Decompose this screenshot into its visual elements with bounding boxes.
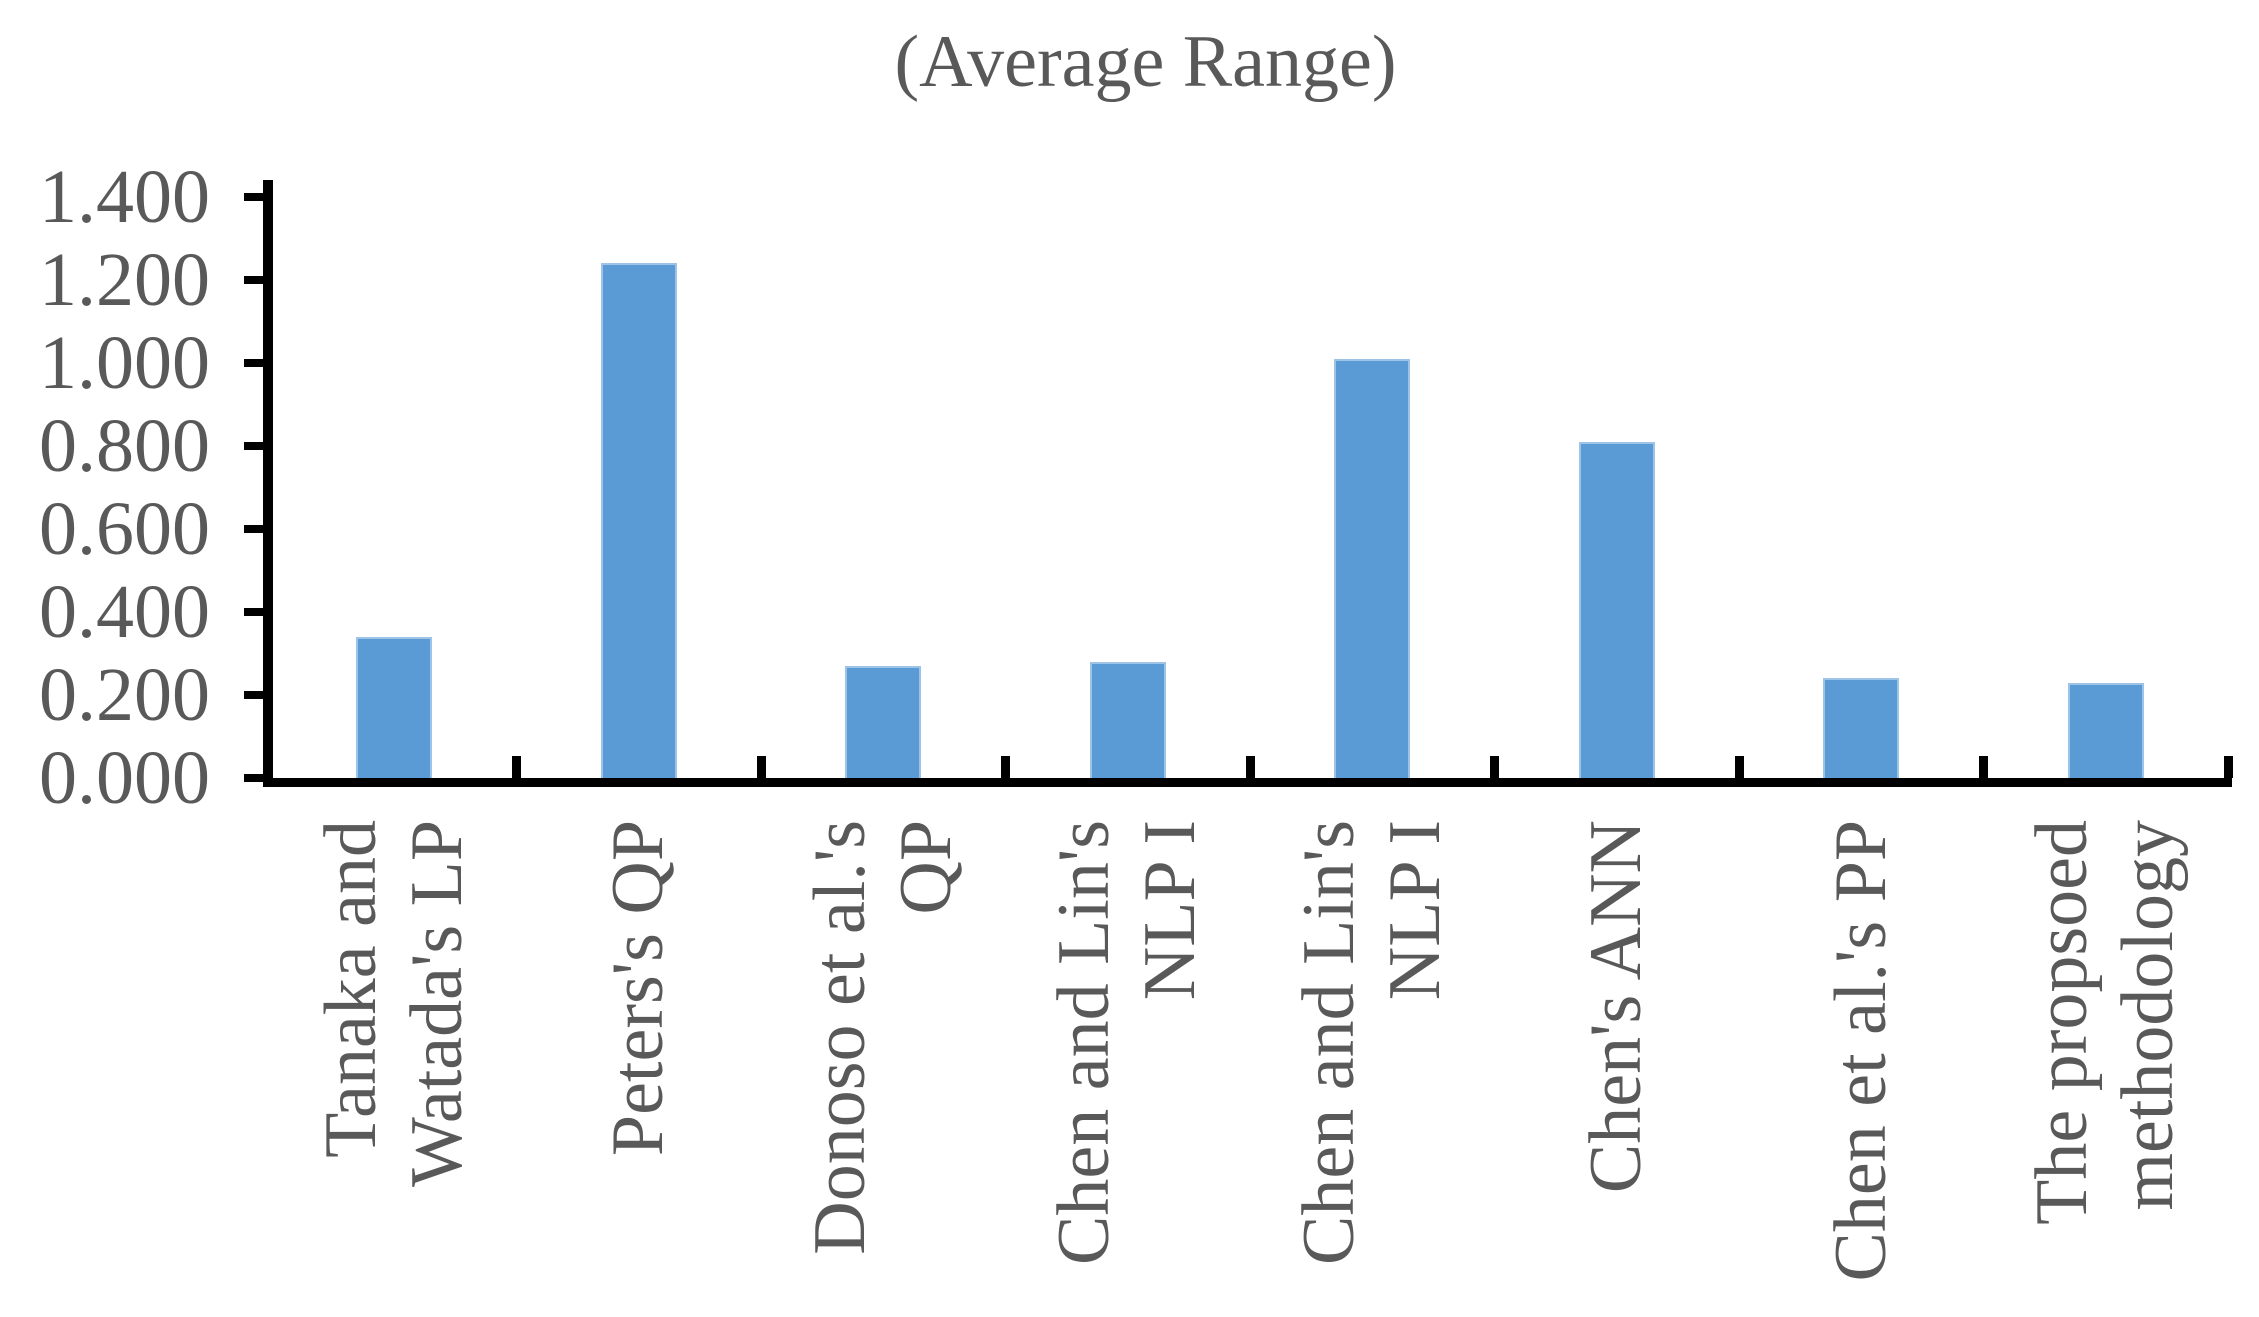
x-axis-label-text: Chen and Lin's NLP I: [1287, 820, 1456, 1265]
y-axis-tick: [244, 691, 263, 699]
y-axis-tick: [244, 359, 263, 367]
bar: [1089, 661, 1166, 778]
x-axis-label: Chen's ANN: [1495, 820, 1740, 1300]
x-axis-tick: [1979, 756, 1988, 778]
chart-title: (Average Range): [894, 21, 1397, 103]
x-axis-tick: [1490, 756, 1499, 778]
y-axis-tick-label: 0.200: [39, 653, 210, 737]
x-axis-label-text: Chen et al.'s PP: [1819, 820, 1902, 1282]
y-axis-tick-label: 1.400: [39, 155, 210, 239]
y-axis-tick: [244, 608, 263, 616]
x-axis-tick: [1001, 756, 1010, 778]
x-axis-tick: [1245, 756, 1255, 778]
bar: [356, 636, 433, 778]
y-axis-tick: [244, 276, 263, 284]
y-axis-line: [263, 180, 273, 787]
y-axis-tick: [244, 525, 263, 533]
y-axis-tick-label: 0.000: [39, 736, 210, 820]
x-axis-tick: [1734, 756, 1744, 778]
bar: [1823, 678, 1900, 778]
x-axis-line: [263, 778, 2232, 787]
y-axis-tick: [244, 774, 263, 782]
y-axis-tick-label: 0.400: [39, 570, 210, 654]
bar: [1334, 358, 1411, 778]
y-axis-tick-label: 1.200: [39, 238, 210, 322]
x-axis-label: Chen and Lin's NLP I: [1250, 820, 1495, 1300]
x-axis-label-text: The propsoed methodology: [2021, 820, 2189, 1225]
x-axis-label: Peters's QP: [517, 820, 762, 1300]
x-axis-label-text: Tanaka and Watada's LP: [309, 820, 478, 1188]
bar: [600, 263, 677, 778]
y-axis-tick-label: 0.600: [39, 487, 210, 571]
x-axis-tick: [512, 756, 521, 778]
y-axis-tick: [244, 193, 263, 201]
y-axis-tick-label: 0.800: [39, 404, 210, 488]
x-axis-label-text: Chen's ANN: [1575, 820, 1658, 1194]
x-axis-tick: [756, 756, 766, 778]
x-axis-label: The propsoed methodology: [1984, 820, 2229, 1300]
y-axis-tick-label: 1.000: [39, 321, 210, 405]
x-axis-tick: [2223, 756, 2233, 778]
x-axis-label: Donoso et al.'s QP: [761, 820, 1006, 1300]
bar: [2067, 682, 2144, 778]
x-axis-label-text: Donoso et al.'s QP: [798, 820, 967, 1255]
x-axis-label: Chen and Lin's NLP I: [1006, 820, 1251, 1300]
bar: [1578, 441, 1655, 778]
x-axis-label-text: Chen and Lin's NLP I: [1043, 820, 1211, 1265]
x-axis-label: Chen et al.'s PP: [1739, 820, 1984, 1300]
x-axis-label-text: Peters's QP: [597, 820, 680, 1157]
y-axis-tick: [244, 442, 263, 450]
x-axis-label: Tanaka and Watada's LP: [272, 820, 517, 1300]
bar: [845, 665, 922, 778]
